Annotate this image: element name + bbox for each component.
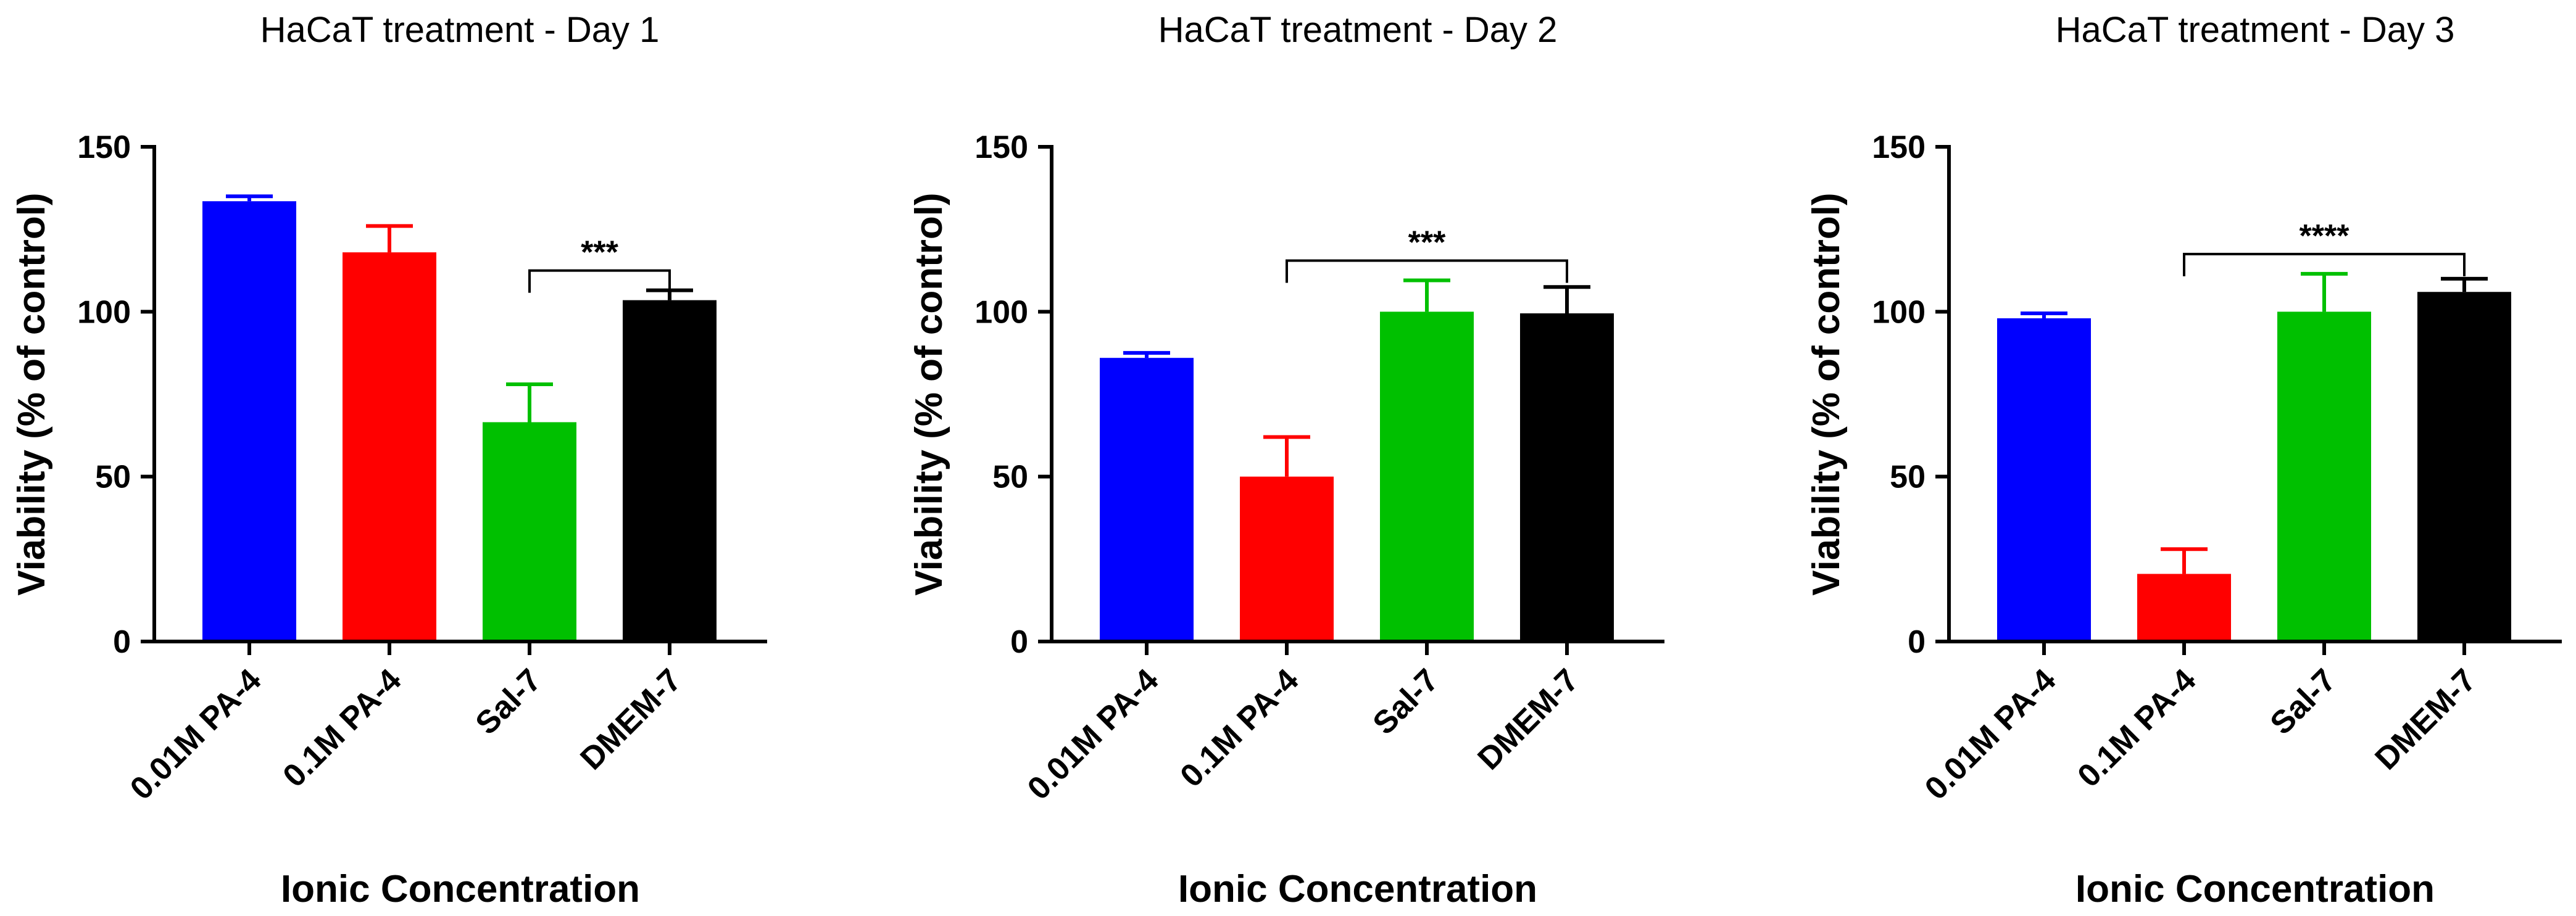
x-tick-label: 0.1M PA-4 <box>276 662 408 794</box>
bar-0-01m-pa-4 <box>1100 358 1194 642</box>
bar-sal-7 <box>2277 312 2371 642</box>
y-tick-label: 150 <box>1872 130 1926 165</box>
bar-0-1m-pa-4 <box>343 252 436 642</box>
y-tick-label: 100 <box>974 294 1028 330</box>
bar-0-1m-pa-4 <box>2137 574 2231 642</box>
bar-0-01m-pa-4 <box>202 201 296 642</box>
x-tick-label: DMEM-7 <box>573 662 688 777</box>
bar-sal-7 <box>1380 312 1474 642</box>
bar-dmem-7 <box>2417 292 2511 642</box>
y-tick-label: 150 <box>77 130 131 165</box>
chart-title: HaCaT treatment - Day 3 <box>2056 10 2455 50</box>
y-tick-label: 50 <box>1890 460 1926 495</box>
y-tick-label: 0 <box>1010 624 1028 660</box>
bar-dmem-7 <box>623 300 717 642</box>
y-tick-label: 100 <box>1872 294 1926 330</box>
x-tick-label: 0.1M PA-4 <box>2071 662 2203 794</box>
significance-label: **** <box>2300 218 2350 254</box>
x-tick-label: DMEM-7 <box>1471 662 1585 777</box>
y-tick-label: 0 <box>1908 624 1926 660</box>
bar-0-01m-pa-4 <box>1997 318 2091 642</box>
y-tick-label: 50 <box>992 460 1028 495</box>
x-axis-label: Ionic Concentration <box>281 868 640 910</box>
significance-label: *** <box>1408 225 1446 261</box>
chart-title: HaCaT treatment - Day 1 <box>260 10 660 50</box>
bar-0-1m-pa-4 <box>1240 476 1334 642</box>
y-axis-label: Viability (% of control) <box>1805 192 1848 595</box>
significance-bracket <box>1286 259 1568 283</box>
x-tick-label: 0.01M PA-4 <box>1918 662 2063 807</box>
y-tick-label: 50 <box>95 460 131 495</box>
chart-panel-day-1: HaCaT treatment - Day 1 Ionic Concentrat… <box>10 10 767 910</box>
x-axis-label: Ionic Concentration <box>2075 868 2435 910</box>
x-tick-label: Sal-7 <box>469 662 549 741</box>
x-tick-label: 0.01M PA-4 <box>1021 662 1166 807</box>
y-tick-label: 150 <box>974 130 1028 165</box>
x-tick-label: 0.1M PA-4 <box>1173 662 1305 794</box>
significance-label: *** <box>581 235 618 271</box>
x-tick-label: Sal-7 <box>2264 662 2343 741</box>
x-axis-label: Ionic Concentration <box>1178 868 1537 910</box>
y-axis-label: Viability (% of control) <box>908 192 950 595</box>
significance-bracket <box>2183 252 2466 276</box>
chart-title: HaCaT treatment - Day 2 <box>1158 10 1558 50</box>
chart-panel-day-2: HaCaT treatment - Day 2 Ionic Concentrat… <box>908 10 1664 910</box>
x-tick-label: 0.01M PA-4 <box>123 662 268 807</box>
x-tick-label: DMEM-7 <box>2368 662 2483 777</box>
y-axis-label: Viability (% of control) <box>10 192 53 595</box>
y-tick-label: 100 <box>77 294 131 330</box>
significance-bracket <box>528 269 671 293</box>
chart-panel-day-3: HaCaT treatment - Day 3 Ionic Concentrat… <box>1805 10 2562 910</box>
bar-sal-7 <box>483 422 576 642</box>
x-tick-label: Sal-7 <box>1366 662 1446 741</box>
y-tick-label: 0 <box>113 624 131 660</box>
bar-dmem-7 <box>1520 313 1614 642</box>
